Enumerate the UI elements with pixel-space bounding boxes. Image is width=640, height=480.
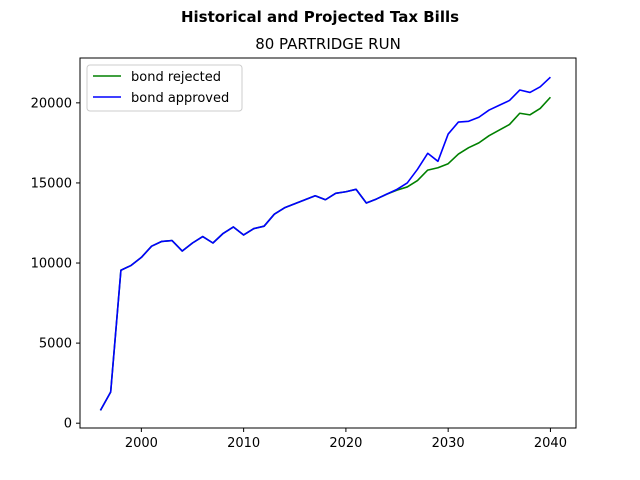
- legend-label-bond-rejected: bond rejected: [131, 70, 221, 85]
- y-tick-label: 15000: [31, 176, 72, 191]
- axes-frame: [79, 57, 577, 429]
- y-tick-label: 20000: [31, 96, 72, 111]
- x-tick-label: 2020: [329, 436, 362, 451]
- y-tick-label: 5000: [39, 337, 72, 352]
- legend-box: [86, 64, 243, 112]
- x-axis: 2000 2010 2020 2030 2040: [125, 428, 567, 451]
- y-tick-label: 10000: [31, 257, 72, 272]
- y-tick-label: 0: [64, 417, 72, 432]
- legend-label-bond-approved: bond approved: [131, 91, 229, 106]
- chart-subtitle: 80 PARTRIDGE RUN: [255, 35, 401, 53]
- chart-title: Historical and Projected Tax Bills: [181, 8, 459, 26]
- series-line-bond-approved: [99, 76, 551, 411]
- series-line-bond-rejected: [99, 96, 552, 411]
- legend: bond rejected bond approved: [86, 64, 243, 112]
- x-tick-label: 2000: [125, 436, 158, 451]
- y-axis: 0 5000 10000 15000 20000: [31, 96, 80, 432]
- x-tick-label: 2030: [432, 436, 465, 451]
- x-tick-label: 2040: [534, 436, 567, 451]
- x-tick-label: 2010: [227, 436, 260, 451]
- plot-lines: [99, 76, 552, 411]
